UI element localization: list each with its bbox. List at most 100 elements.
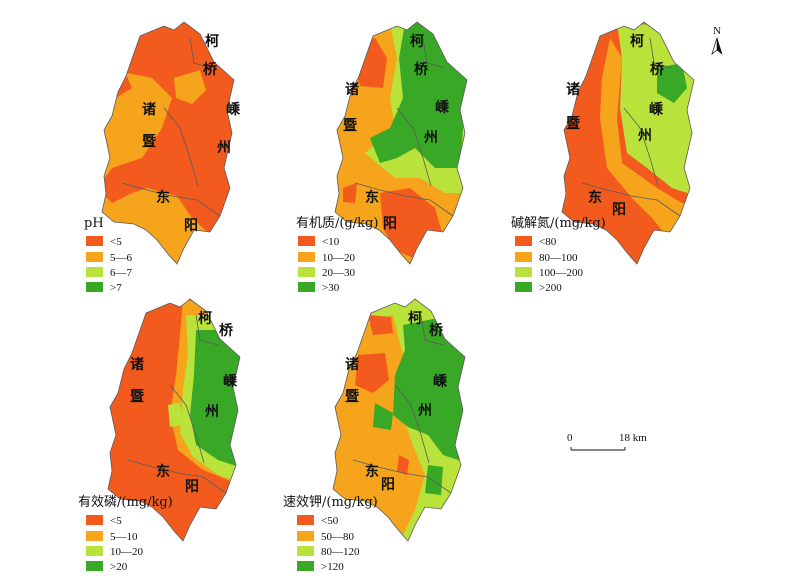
label-zhou: 州 <box>637 128 652 144</box>
legend-label: 20—30 <box>322 267 356 279</box>
label-ke: 柯 <box>198 310 212 327</box>
label-qiao: 桥 <box>429 322 444 339</box>
label-zhou: 州 <box>423 130 438 146</box>
legend-title: 有效磷/(mg/kg) <box>78 495 173 510</box>
label-sheng: 嵊 <box>226 101 241 118</box>
legend-swatch <box>515 282 532 292</box>
label-zhu: 诸 <box>130 356 144 373</box>
legend-label: >200 <box>539 282 562 294</box>
north-label: N <box>713 25 721 37</box>
legend-swatch <box>86 267 103 277</box>
legend-label: 6—7 <box>110 267 133 279</box>
legend-swatch <box>86 236 103 246</box>
label-qiao: 桥 <box>414 61 429 78</box>
label-ji: 暨 <box>130 389 144 405</box>
legend-swatch <box>515 252 532 262</box>
legend-swatch <box>515 267 532 277</box>
legend-swatch <box>298 236 315 246</box>
scale-end: 18 km <box>619 432 647 444</box>
legend-swatch <box>297 531 314 541</box>
label-yang: 阳 <box>185 479 199 495</box>
label-ke: 柯 <box>205 33 219 50</box>
legend-label: <80 <box>539 236 557 248</box>
map-available-k: 柯 桥 诸 暨 嵊 州 东 阳 <box>332 298 466 542</box>
legend-label: <5 <box>110 515 122 527</box>
legend-label: >120 <box>321 561 344 573</box>
label-ji: 暨 <box>566 116 580 132</box>
map-alkali-n: 柯 桥 诸 暨 嵊 州 东 阳 <box>561 21 695 265</box>
legend-label: 10—20 <box>110 546 144 558</box>
legend-organic-matter: 有机质/(g/kg) <10 10—20 20—30 >30 <box>296 216 378 294</box>
label-zhu: 诸 <box>566 81 580 98</box>
legend-label: >30 <box>322 282 340 294</box>
legend-label: <50 <box>321 515 339 527</box>
legend-title: pH <box>84 216 104 231</box>
label-ji: 暨 <box>343 118 357 134</box>
label-dong: 东 <box>156 189 170 206</box>
legend-swatch <box>86 561 103 571</box>
map-organic-matter: 柯 桥 诸 暨 嵊 州 东 阳 <box>334 21 468 265</box>
legend-swatch <box>86 252 103 262</box>
legend-label: 80—120 <box>321 546 360 558</box>
label-ke: 柯 <box>630 33 644 50</box>
label-sheng: 嵊 <box>433 373 448 390</box>
legend-available-k: 速效钾/(mg/kg) <50 50—80 80—120 >120 <box>283 495 378 573</box>
legend-label: 100—200 <box>539 267 584 279</box>
label-sheng: 嵊 <box>435 99 450 116</box>
map-available-p: 柯 桥 诸 暨 嵊 州 东 阳 <box>107 298 241 542</box>
legend-title: 速效钾/(mg/kg) <box>283 495 378 510</box>
legend-available-p: 有效磷/(mg/kg) <5 5—10 10—20 >20 <box>78 495 173 573</box>
label-dong: 东 <box>156 463 170 480</box>
legend-label: 80—100 <box>539 252 578 264</box>
legend-swatch <box>86 515 103 525</box>
label-ji: 暨 <box>142 134 156 150</box>
legend-swatch <box>86 546 103 556</box>
label-qiao: 桥 <box>650 61 665 78</box>
label-yang: 阳 <box>381 477 395 493</box>
label-zhou: 州 <box>204 404 219 420</box>
legend-title: 有机质/(g/kg) <box>296 216 378 231</box>
label-yang: 阳 <box>383 216 397 232</box>
label-zhu: 诸 <box>345 356 359 373</box>
legend-swatch <box>298 282 315 292</box>
legend-swatch <box>86 531 103 541</box>
label-sheng: 嵊 <box>649 101 664 118</box>
label-ji: 暨 <box>345 389 359 405</box>
label-qiao: 桥 <box>203 61 218 78</box>
legend-label: 5—6 <box>110 252 133 264</box>
label-dong: 东 <box>588 189 602 206</box>
label-dong: 东 <box>365 189 379 206</box>
legend-label: 10—20 <box>322 252 356 264</box>
label-ke: 柯 <box>408 310 422 327</box>
legend-swatch <box>298 252 315 262</box>
label-sheng: 嵊 <box>223 373 238 390</box>
legend-label: <5 <box>110 236 122 248</box>
north-arrow-icon: N <box>711 25 723 55</box>
legend-ph: pH <5 5—6 6—7 >7 <box>84 216 133 294</box>
legend-swatch <box>86 282 103 292</box>
legend-swatch <box>297 561 314 571</box>
label-ke: 柯 <box>410 33 424 50</box>
label-zhou: 州 <box>216 140 231 156</box>
label-dong: 东 <box>365 463 379 480</box>
label-qiao: 桥 <box>219 322 234 339</box>
legend-label: <10 <box>322 236 340 248</box>
label-zhu: 诸 <box>142 101 156 118</box>
legend-label: >7 <box>110 282 122 294</box>
legend-label: >20 <box>110 561 128 573</box>
scale-start: 0 <box>567 432 573 444</box>
legend-title: 碱解氮/(mg/kg) <box>511 216 606 231</box>
legend-swatch <box>297 546 314 556</box>
label-yang: 阳 <box>184 218 198 234</box>
legend-swatch <box>297 515 314 525</box>
legend-label: 5—10 <box>110 531 138 543</box>
legend-label: 50—80 <box>321 531 355 543</box>
scale-bar: 0 18 km <box>567 432 647 451</box>
map-ph: 柯 桥 诸 暨 嵊 州 东 阳 <box>101 21 241 265</box>
legend-alkali-n: 碱解氮/(mg/kg) <80 80—100 100—200 >200 <box>511 216 606 294</box>
label-yang: 阳 <box>612 202 626 218</box>
legend-swatch <box>298 267 315 277</box>
legend-swatch <box>515 236 532 246</box>
label-zhu: 诸 <box>345 81 359 98</box>
